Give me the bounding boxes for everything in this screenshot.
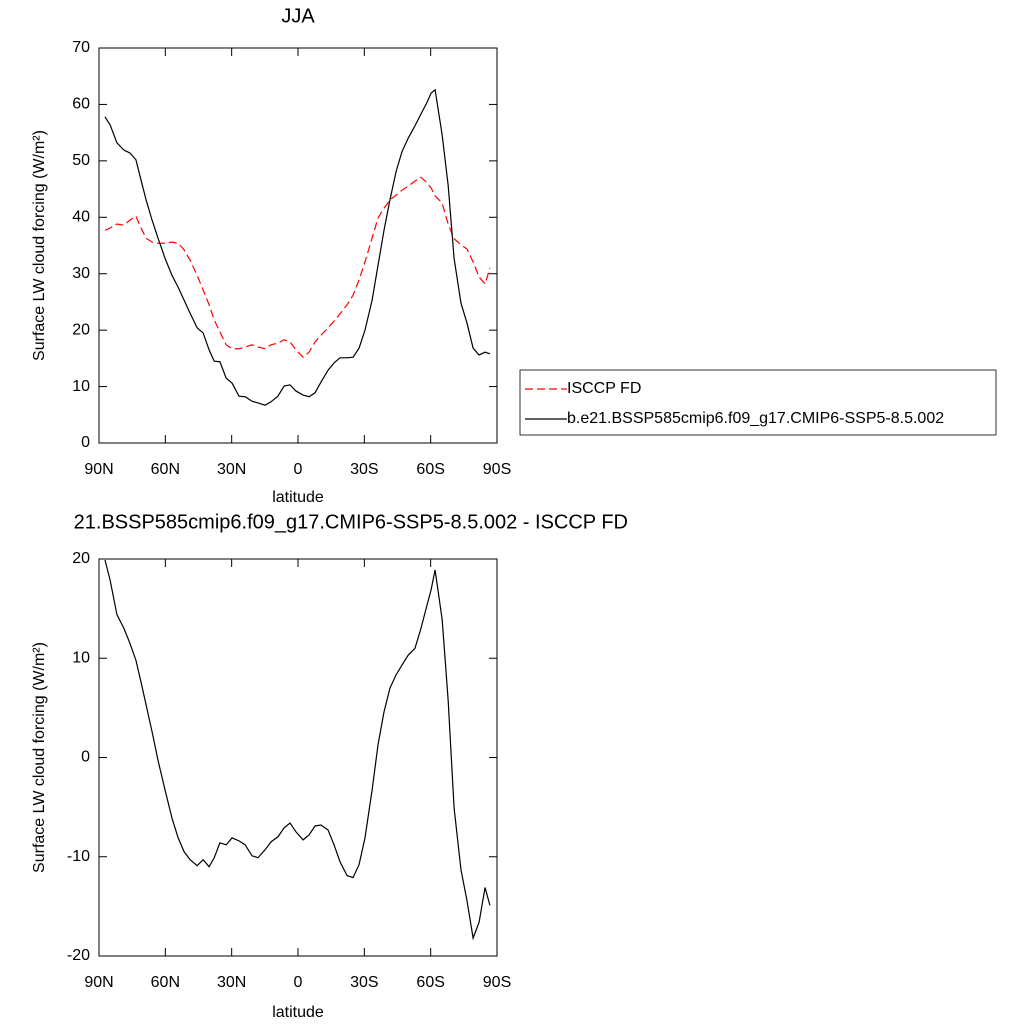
- legend-label: b.e21.BSSP585cmip6.f09_g17.CMIP6-SSP5-8.…: [567, 410, 944, 427]
- x-tick-label: 30N: [217, 461, 246, 478]
- x-tick-label: 90N: [84, 461, 113, 478]
- y-tick-label: 20: [72, 321, 90, 338]
- data-line: [104, 176, 491, 359]
- x-tick-label: 0: [294, 974, 303, 991]
- plot-frame: [98, 558, 498, 957]
- x-tick-label: 60S: [416, 461, 444, 478]
- y-tick-label: -20: [67, 947, 90, 964]
- x-tick-label: 60N: [151, 461, 180, 478]
- x-tick-label: 90N: [84, 974, 113, 991]
- y-tick-label: 10: [72, 378, 90, 395]
- x-tick-label: 30S: [350, 461, 378, 478]
- y-axis-label: Surface LW cloud forcing (W/m²): [31, 642, 48, 873]
- plot-frame: [98, 47, 498, 444]
- y-tick-label: 70: [72, 39, 90, 56]
- x-axis-label: latitude: [272, 1004, 324, 1021]
- x-tick-label: 60S: [416, 974, 444, 991]
- y-tick-label: 50: [72, 152, 90, 169]
- y-tick-label: 0: [81, 434, 90, 451]
- data-line: [104, 559, 491, 941]
- x-axis-label: latitude: [272, 489, 324, 506]
- y-tick-label: 30: [72, 265, 90, 282]
- y-tick-label: 60: [72, 96, 90, 113]
- y-tick-label: 20: [72, 550, 90, 567]
- legend-box: [519, 369, 997, 436]
- y-tick-label: 10: [72, 649, 90, 666]
- chart-title: JJA: [281, 5, 315, 27]
- y-tick-label: 40: [72, 209, 90, 226]
- chart-title: 21.BSSP585cmip6.f09_g17.CMIP6-SSP5-8.5.0…: [74, 511, 628, 533]
- data-line: [104, 88, 491, 406]
- x-tick-label: 30S: [350, 974, 378, 991]
- x-tick-label: 60N: [151, 974, 180, 991]
- x-tick-label: 90S: [483, 461, 511, 478]
- x-tick-label: 30N: [217, 974, 246, 991]
- y-tick-label: -10: [67, 848, 90, 865]
- y-axis-label: Surface LW cloud forcing (W/m²): [31, 130, 48, 361]
- y-tick-label: 0: [81, 749, 90, 766]
- x-tick-label: 90S: [483, 974, 511, 991]
- x-tick-label: 0: [294, 461, 303, 478]
- legend-label: ISCCP FD: [567, 380, 641, 397]
